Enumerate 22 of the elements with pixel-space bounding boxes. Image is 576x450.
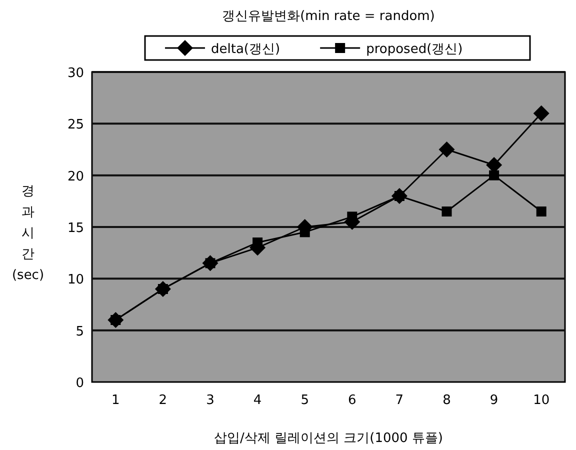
- x-tick-label: 7: [395, 393, 404, 408]
- y-tick-label: 5: [76, 324, 84, 340]
- y-axis-title: 경과시간 (sec): [12, 184, 44, 283]
- x-tick-label: 4: [253, 393, 262, 408]
- y-tick-label: 20: [67, 169, 84, 184]
- x-tick-label: 9: [490, 393, 498, 408]
- x-tick-label: 5: [300, 393, 309, 408]
- x-tick-label: 6: [348, 393, 356, 408]
- legend-label: proposed(갱신): [366, 42, 463, 57]
- x-axis-title: 삽입/삭제 릴레이션의 크기(1000 튜플): [214, 431, 444, 446]
- y-tick-label: 0: [76, 376, 84, 391]
- x-tick-label: 2: [158, 393, 168, 408]
- legend-label: delta(갱신): [211, 42, 280, 57]
- x-tick-label: 10: [533, 393, 550, 408]
- y-tick-label: 15: [67, 221, 84, 236]
- y-tick-label: 10: [67, 272, 84, 288]
- x-tick-label: 1: [112, 393, 120, 408]
- x-tick-label: 8: [442, 393, 451, 408]
- y-tick-label: 30: [67, 66, 84, 81]
- chart-title: 갱신유발변화(min rate = random): [222, 9, 435, 24]
- y-tick-label: 25: [67, 118, 84, 133]
- x-tick-label: 3: [206, 393, 214, 408]
